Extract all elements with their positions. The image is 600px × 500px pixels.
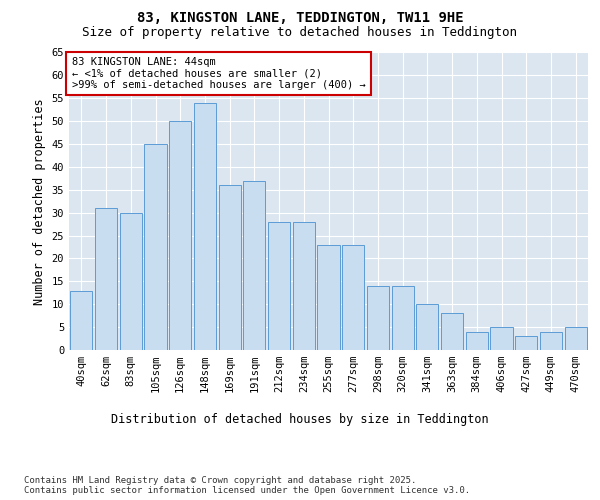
Bar [145,144,167,350]
Text: 83, KINGSTON LANE, TEDDINGTON, TW11 9HE: 83, KINGSTON LANE, TEDDINGTON, TW11 9HE [137,12,463,26]
Bar [441,314,463,350]
Bar [342,244,364,350]
Y-axis label: Number of detached properties: Number of detached properties [33,98,46,304]
Bar [317,244,340,350]
Bar [416,304,439,350]
Bar [243,180,265,350]
Bar [70,290,92,350]
Bar [119,212,142,350]
Bar [466,332,488,350]
Text: Contains HM Land Registry data © Crown copyright and database right 2025.
Contai: Contains HM Land Registry data © Crown c… [24,476,470,495]
Text: 83 KINGSTON LANE: 44sqm
← <1% of detached houses are smaller (2)
>99% of semi-de: 83 KINGSTON LANE: 44sqm ← <1% of detache… [71,57,365,90]
Bar [490,327,512,350]
Text: Distribution of detached houses by size in Teddington: Distribution of detached houses by size … [111,412,489,426]
Bar [95,208,117,350]
Bar [293,222,315,350]
Bar [515,336,538,350]
Bar [565,327,587,350]
Bar [218,185,241,350]
Bar [392,286,414,350]
Bar [194,103,216,350]
Bar [367,286,389,350]
Bar [268,222,290,350]
Text: Size of property relative to detached houses in Teddington: Size of property relative to detached ho… [83,26,517,39]
Bar [169,121,191,350]
Bar [540,332,562,350]
